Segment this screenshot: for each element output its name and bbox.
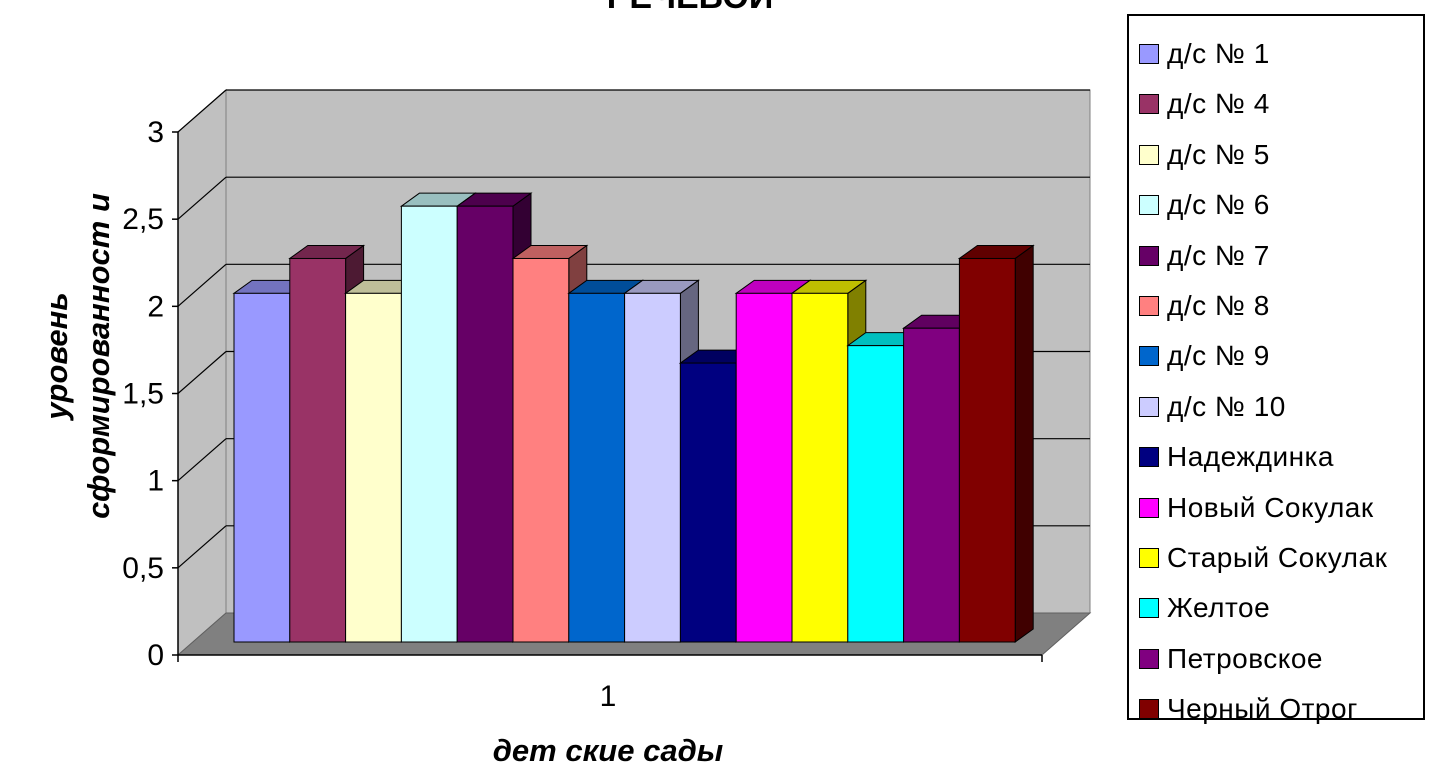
bar bbox=[624, 292, 681, 643]
y-tick-label: 1 bbox=[147, 465, 164, 498]
legend: д/с № 1 д/с № 4 д/с № 5 д/с № 6 д/с № 7 д/с №… bbox=[1127, 14, 1425, 724]
legend-item: д/с № 6 bbox=[1139, 185, 1270, 225]
x-tick-label: 1 bbox=[600, 680, 617, 713]
bar bbox=[735, 292, 793, 643]
legend-swatch bbox=[1139, 396, 1159, 417]
legend-item: Петровское bbox=[1139, 639, 1323, 679]
bar bbox=[289, 257, 347, 643]
gridline-diagonal bbox=[177, 525, 227, 569]
legend-swatch bbox=[1139, 144, 1159, 165]
y-axis-label-line-1: уровень bbox=[39, 292, 74, 420]
legend-swatch bbox=[1139, 245, 1159, 266]
bar-side bbox=[1014, 244, 1034, 643]
legend-label: д/с № 8 bbox=[1167, 290, 1270, 321]
legend-item: д/с № 1 bbox=[1139, 34, 1270, 74]
legend-label: д/с № 9 bbox=[1167, 340, 1270, 372]
bar bbox=[791, 292, 849, 643]
bar bbox=[903, 327, 960, 643]
bar bbox=[679, 362, 737, 643]
gridline-diagonal bbox=[177, 351, 227, 394]
legend-swatch bbox=[1139, 598, 1159, 619]
legend-swatch bbox=[1139, 699, 1159, 720]
legend-label: д/с № 10 bbox=[1167, 390, 1286, 422]
y-axis-label: уровень сформированност и bbox=[36, 193, 120, 519]
legend-item: д/с № 5 bbox=[1139, 135, 1270, 175]
bar bbox=[345, 292, 402, 643]
legend-label: Старый Сокулак bbox=[1167, 542, 1388, 573]
legend-label: Надеждинка bbox=[1167, 441, 1334, 473]
legend-item: Надеждинка bbox=[1139, 437, 1334, 477]
legend-item: д/с № 7 bbox=[1139, 236, 1270, 276]
bar bbox=[847, 345, 905, 643]
legend-label: д/с № 4 bbox=[1167, 88, 1270, 120]
legend-swatch bbox=[1139, 195, 1159, 216]
y-tick-label: 0 bbox=[147, 639, 164, 672]
legend-item: Старый Сокулак bbox=[1139, 538, 1387, 578]
legend-item: д/с № 4 bbox=[1139, 84, 1270, 124]
legend-label: Новый Сокулак bbox=[1167, 491, 1374, 523]
bar bbox=[958, 257, 1016, 643]
chart-title: РЕЧЕВОЙ bbox=[607, 0, 774, 17]
legend-label: д/с № 1 bbox=[1167, 38, 1270, 69]
legend-item: д/с № 10 bbox=[1139, 387, 1286, 427]
legend-item: Желтое bbox=[1139, 588, 1270, 628]
legend-label: д/с № 6 bbox=[1167, 189, 1270, 221]
legend-swatch bbox=[1139, 296, 1159, 316]
bar bbox=[512, 257, 570, 643]
legend-label: Желтое bbox=[1167, 592, 1271, 624]
gridline-diagonal bbox=[177, 438, 227, 482]
y-tick-label: 3 bbox=[147, 116, 164, 149]
x-axis-label: дет ские сады bbox=[492, 733, 724, 768]
bar bbox=[456, 205, 514, 643]
bar bbox=[400, 205, 458, 643]
legend-swatch bbox=[1139, 346, 1159, 367]
bar bbox=[568, 292, 626, 643]
legend-item: д/с № 9 bbox=[1139, 336, 1270, 376]
gridline-diagonal bbox=[177, 89, 227, 133]
legend-item: Новый Сокулак bbox=[1139, 488, 1374, 528]
y-axis-label-line-2: сформированност и bbox=[81, 193, 116, 519]
legend-item: Черный Отрог bbox=[1139, 689, 1358, 729]
legend-swatch bbox=[1139, 44, 1159, 64]
legend-label: Петровское bbox=[1167, 642, 1324, 674]
gridline-diagonal bbox=[177, 176, 227, 220]
legend-swatch bbox=[1139, 497, 1159, 518]
y-tick-label: 2 bbox=[147, 290, 164, 323]
legend-swatch bbox=[1139, 447, 1159, 468]
y-tick-label: 2,5 bbox=[122, 203, 164, 236]
legend-item: д/с № 8 bbox=[1139, 286, 1270, 326]
legend-label: д/с № 7 bbox=[1167, 239, 1270, 271]
legend-swatch bbox=[1139, 648, 1159, 669]
legend-label: Черный Отрог bbox=[1167, 693, 1358, 725]
y-tick-label: 0,5 bbox=[122, 552, 164, 585]
gridline-diagonal bbox=[177, 263, 227, 307]
legend-swatch bbox=[1139, 548, 1159, 568]
bar bbox=[233, 292, 291, 643]
legend-label: д/с № 5 bbox=[1167, 138, 1270, 170]
y-tick-label: 1,5 bbox=[122, 378, 164, 411]
legend-swatch bbox=[1139, 94, 1159, 115]
